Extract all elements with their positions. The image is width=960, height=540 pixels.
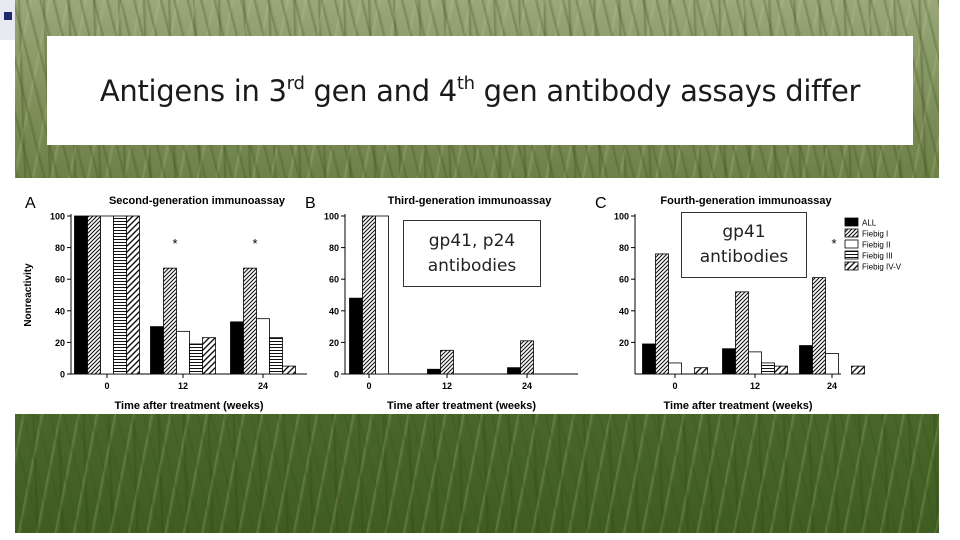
legend-label: ALL [862,219,877,228]
legend-swatch [844,239,859,249]
bar-all [74,215,88,375]
y-tick-label: 60 [619,275,629,285]
x-axis-label: Time after treatment (weeks) [664,400,813,412]
panel-letter-B: B [305,195,316,212]
corner-logo-mark [0,0,15,40]
legend-swatch [844,261,859,271]
bar-all [642,343,656,375]
bar-all [427,368,441,375]
x-tick-label: 0 [366,381,371,391]
callout-fourth-gen-antigens: gp41 antibodies [681,212,807,278]
bar-fiebig-iv-v [774,365,788,375]
callout-third-gen-antigens: gp41, p24 antibodies [403,220,541,287]
legend-swatch [844,217,859,227]
y-tick-label: 20 [329,338,339,348]
bar-fiebig-iii [189,343,203,375]
bar-fiebig-iv-v [694,367,708,375]
y-tick-label: 20 [55,338,65,348]
significance-asterisk: * [172,236,177,251]
y-tick-label: 100 [324,212,339,222]
bar-fiebig-iv-v [126,215,140,375]
x-tick-label: 0 [104,381,109,391]
bar-all [230,321,244,375]
significance-asterisk: * [831,236,836,251]
y-tick-label: 60 [55,275,65,285]
bar-fiebig-i [362,215,376,375]
bar-fiebig-iv-v [282,365,296,375]
chart-title: Fourth-generation immunoassay [660,195,832,207]
bar-fiebig-ii [825,353,839,375]
bar-fiebig-iv-v [202,337,216,375]
bar-fiebig-i [655,253,669,375]
panel-letter-C: C [595,195,607,212]
bar-fiebig-i [163,267,177,375]
legend-label: Fiebig III [862,252,893,261]
y-tick-label: 80 [619,243,629,253]
x-tick-label: 24 [258,381,268,391]
title-part: gen and 4 [304,73,457,108]
y-tick-label: 100 [614,212,629,222]
bar-fiebig-ii [375,215,389,375]
bar-fiebig-ii [256,318,270,375]
bar-fiebig-i [812,277,826,375]
y-tick-label: 40 [329,306,339,316]
title-superscript-th: th [456,72,475,94]
legend-swatch [844,228,859,238]
bar-fiebig-i [735,291,749,375]
title-box: Antigens in 3rd gen and 4th gen antibody… [47,36,913,145]
x-tick-label: 24 [522,381,532,391]
y-tick-label: 80 [329,243,339,253]
bar-fiebig-ii [748,351,762,375]
bar-fiebig-i [87,215,101,375]
y-tick-label: 40 [55,306,65,316]
y-tick-label: 80 [55,243,65,253]
x-tick-label: 12 [442,381,452,391]
bar-fiebig-iii [269,337,283,375]
x-tick-label: 12 [750,381,760,391]
bar-all [799,345,813,375]
bar-fiebig-iii [761,362,775,375]
bar-fiebig-ii [668,362,682,375]
y-tick-label: 40 [619,306,629,316]
slide-title: Antigens in 3rd gen and 4th gen antibody… [99,72,861,108]
legend-label: Fiebig II [862,241,890,250]
bar-fiebig-iii [113,215,127,375]
x-axis-label: Time after treatment (weeks) [387,400,536,412]
bar-all [507,367,521,375]
chart-title: Second-generation immunoassay [109,195,286,207]
bar-fiebig-iv-v [851,365,865,375]
panel-letter-A: A [25,195,36,212]
bar-fiebig-i [520,340,534,375]
title-superscript-rd: rd [286,72,305,94]
bar-fiebig-ii [176,330,190,375]
y-tick-label: 0 [334,370,339,380]
bar-fiebig-i [440,349,454,375]
x-axis-label: Time after treatment (weeks) [115,400,264,412]
immunoassay-figure: A Second-generation immunoassay 0 20 40 60 80 1… [23,195,902,412]
y-tick-label: 60 [329,275,339,285]
x-tick-label: 12 [178,381,188,391]
bar-fiebig-i [243,267,257,375]
callout-line: antibodies [699,247,789,267]
legend-label: Fiebig I [862,230,888,239]
bar-all [349,297,363,375]
callout-line: gp41 [722,222,766,242]
bar-all [150,326,164,375]
significance-asterisk: * [252,236,257,251]
x-tick-label: 24 [827,381,837,391]
y-tick-label: 20 [619,338,629,348]
legend-label: Fiebig IV-V [862,263,902,272]
title-part: Antigens in 3 [99,73,287,108]
bar-all [722,348,736,375]
callout-line: gp41, p24 [428,230,516,251]
legend-swatch [844,250,859,260]
chart-title: Third-generation immunoassay [388,195,553,207]
title-part: gen antibody assays differ [474,73,861,108]
bar-fiebig-ii [100,215,114,375]
callout-line: antibodies [427,255,517,276]
x-tick-label: 0 [672,381,677,391]
y-tick-label: 0 [60,370,65,380]
y-axis-label: Nonreactivity [23,263,34,327]
y-tick-label: 100 [50,212,65,222]
